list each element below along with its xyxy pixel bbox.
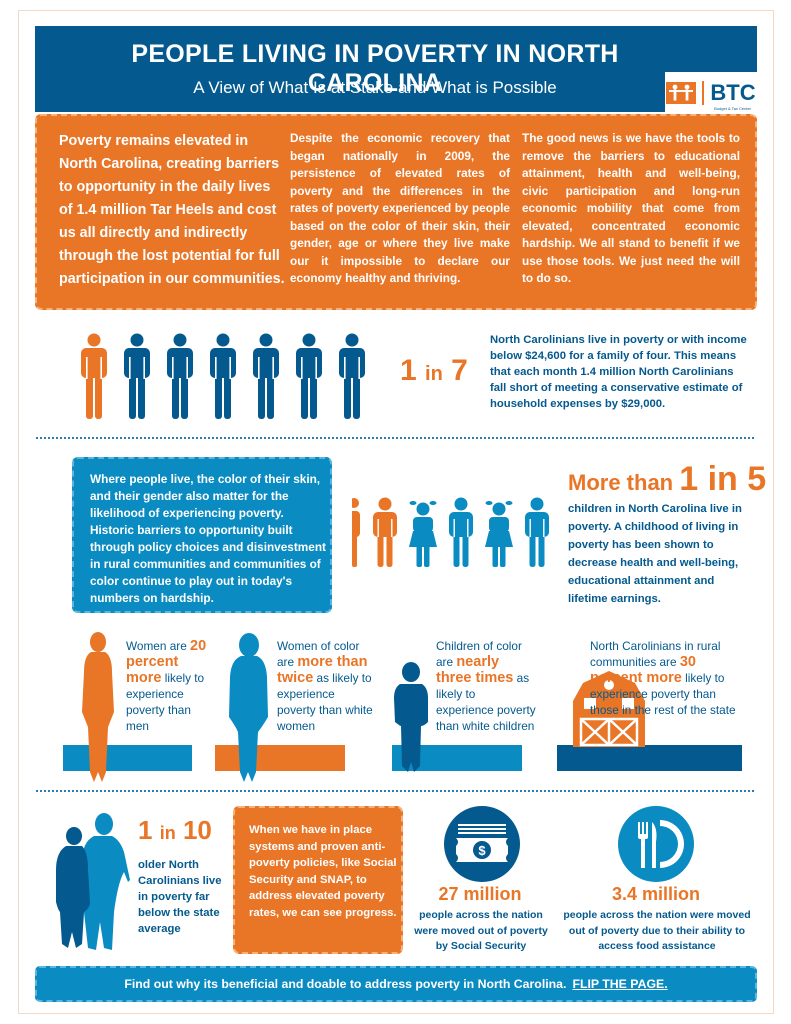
stat-children-headline: More than 1 in 5 xyxy=(568,460,766,499)
barriers-text: Where people live, the color of their sk… xyxy=(90,472,326,605)
women-stat-highlight: 20 percent more xyxy=(126,638,207,686)
logo-divider xyxy=(702,81,705,105)
women-stat-pre: Women are xyxy=(126,639,191,653)
intro-column-3: The good news is we have the tools to re… xyxy=(522,131,740,285)
person-icon xyxy=(253,333,279,419)
stat-denominator: 10 xyxy=(182,815,212,845)
stat-denominator: 7 xyxy=(451,354,468,387)
child-girl-icon xyxy=(485,501,513,567)
btc-logo: BTC Budget & Tax Center xyxy=(665,72,757,114)
stat-in: in xyxy=(425,363,443,385)
rural-bar xyxy=(557,745,742,771)
rural-stat-text: North Carolinians in rural communities a… xyxy=(590,638,740,718)
stat-prefix: More than xyxy=(568,470,680,495)
child-boy-icon xyxy=(525,497,549,567)
progress-box: When we have in place systems and proven… xyxy=(233,806,403,954)
women-of-color-stat-pre: Women of color are xyxy=(277,639,360,669)
stat-1-in-5: 1 in 5 xyxy=(679,460,767,498)
page-title: PEOPLE LIVING IN POVERTY IN NORTH CAROLI… xyxy=(131,40,619,97)
stat-1-in-7-description: North Carolinians live in poverty or wit… xyxy=(490,334,747,410)
woman-of-color-silhouette-icon xyxy=(229,633,268,782)
person-icon xyxy=(167,333,193,419)
stat-numerator: 1 xyxy=(138,815,153,845)
fork-knife-plate-icon xyxy=(618,806,694,882)
stat-children-description: children in North Carolina live in pover… xyxy=(568,503,742,605)
people-figures-row xyxy=(78,333,368,419)
child-boy-icon-partial xyxy=(352,498,360,567)
child-silhouette-icon xyxy=(394,662,428,772)
barriers-box: Where people live, the color of their sk… xyxy=(72,457,332,613)
flip-the-page-link[interactable]: FLIP THE PAGE. xyxy=(572,977,668,991)
social-security-number: 27 million xyxy=(438,884,522,904)
children-figures-row xyxy=(352,497,552,567)
rural-stat-post: likely to experience poverty than those … xyxy=(590,671,736,717)
page-frame xyxy=(18,10,774,1014)
stat-1-in-7: 1 in 7 xyxy=(400,354,468,388)
person-icon-highlighted xyxy=(81,333,107,419)
women-of-color-stat-post: as likely to experience poverty than whi… xyxy=(277,671,373,733)
woman-silhouette-icon xyxy=(82,632,114,782)
dotted-divider xyxy=(36,790,754,792)
footer-banner: Find out why its beneficial and doable t… xyxy=(35,966,757,1002)
person-icon xyxy=(124,333,150,419)
intro-column-2: Despite the economic recovery that began… xyxy=(290,131,510,285)
person-icon xyxy=(296,333,322,419)
logo-text: BTC xyxy=(710,80,756,105)
person-icon xyxy=(210,333,236,419)
elderly-couple-icon xyxy=(56,813,130,950)
person-icon xyxy=(339,333,365,419)
dotted-divider xyxy=(36,437,754,439)
money-bill-icon: $ xyxy=(444,806,520,882)
food-assistance-text: people across the nation were moved out … xyxy=(563,909,751,952)
children-of-color-stat-post: as likely to experience poverty than whi… xyxy=(436,671,536,733)
child-girl-icon xyxy=(409,501,437,567)
child-boy-icon-highlighted xyxy=(373,497,397,567)
intro-column-1: Poverty remains elevated in North Caroli… xyxy=(59,133,285,287)
rural-stat-highlight: 30 percent more xyxy=(590,654,696,686)
svg-text:$: $ xyxy=(478,843,486,858)
stat-elderly-description: older North Carolinians live in poverty … xyxy=(138,859,222,935)
stat-in: in xyxy=(159,823,176,843)
children-of-color-stat-pre: Children of color are xyxy=(436,639,522,669)
intro-box: Poverty remains elevated in North Caroli… xyxy=(35,114,757,310)
logo-subtext: Budget & Tax Center xyxy=(714,106,751,111)
page-subtitle: A View of What Is at Stake and What is P… xyxy=(193,78,557,97)
stat-1-in-10: 1 in 10 xyxy=(138,815,212,846)
children-of-color-stat-highlight: nearly three times xyxy=(436,654,514,686)
food-assistance-number: 3.4 million xyxy=(611,884,701,904)
stat-numerator: 1 xyxy=(400,354,417,387)
women-of-color-stat-highlight: more than twice xyxy=(277,654,368,686)
progress-text: When we have in place systems and proven… xyxy=(249,824,397,919)
women-stat-post: likely to experience poverty than men xyxy=(126,671,205,733)
people-figures-icon xyxy=(666,82,697,104)
rural-stat-pre: North Carolinians in rural communities a… xyxy=(590,639,721,669)
women-stat-text: Women are 20 percent more likely to expe… xyxy=(126,638,210,734)
barn-icon xyxy=(573,671,645,747)
child-boy-icon xyxy=(449,497,473,567)
women-of-color-stat-text: Women of color are more than twice as li… xyxy=(277,638,373,734)
women-bar xyxy=(63,745,192,771)
women-of-color-bar xyxy=(215,745,345,771)
footer-text: Find out why its beneficial and doable t… xyxy=(124,977,567,991)
children-of-color-stat-text: Children of color are nearly three times… xyxy=(436,638,536,734)
social-security-text: people across the nation were moved out … xyxy=(414,909,548,952)
header-banner: PEOPLE LIVING IN POVERTY IN NORTH CAROLI… xyxy=(35,26,757,114)
